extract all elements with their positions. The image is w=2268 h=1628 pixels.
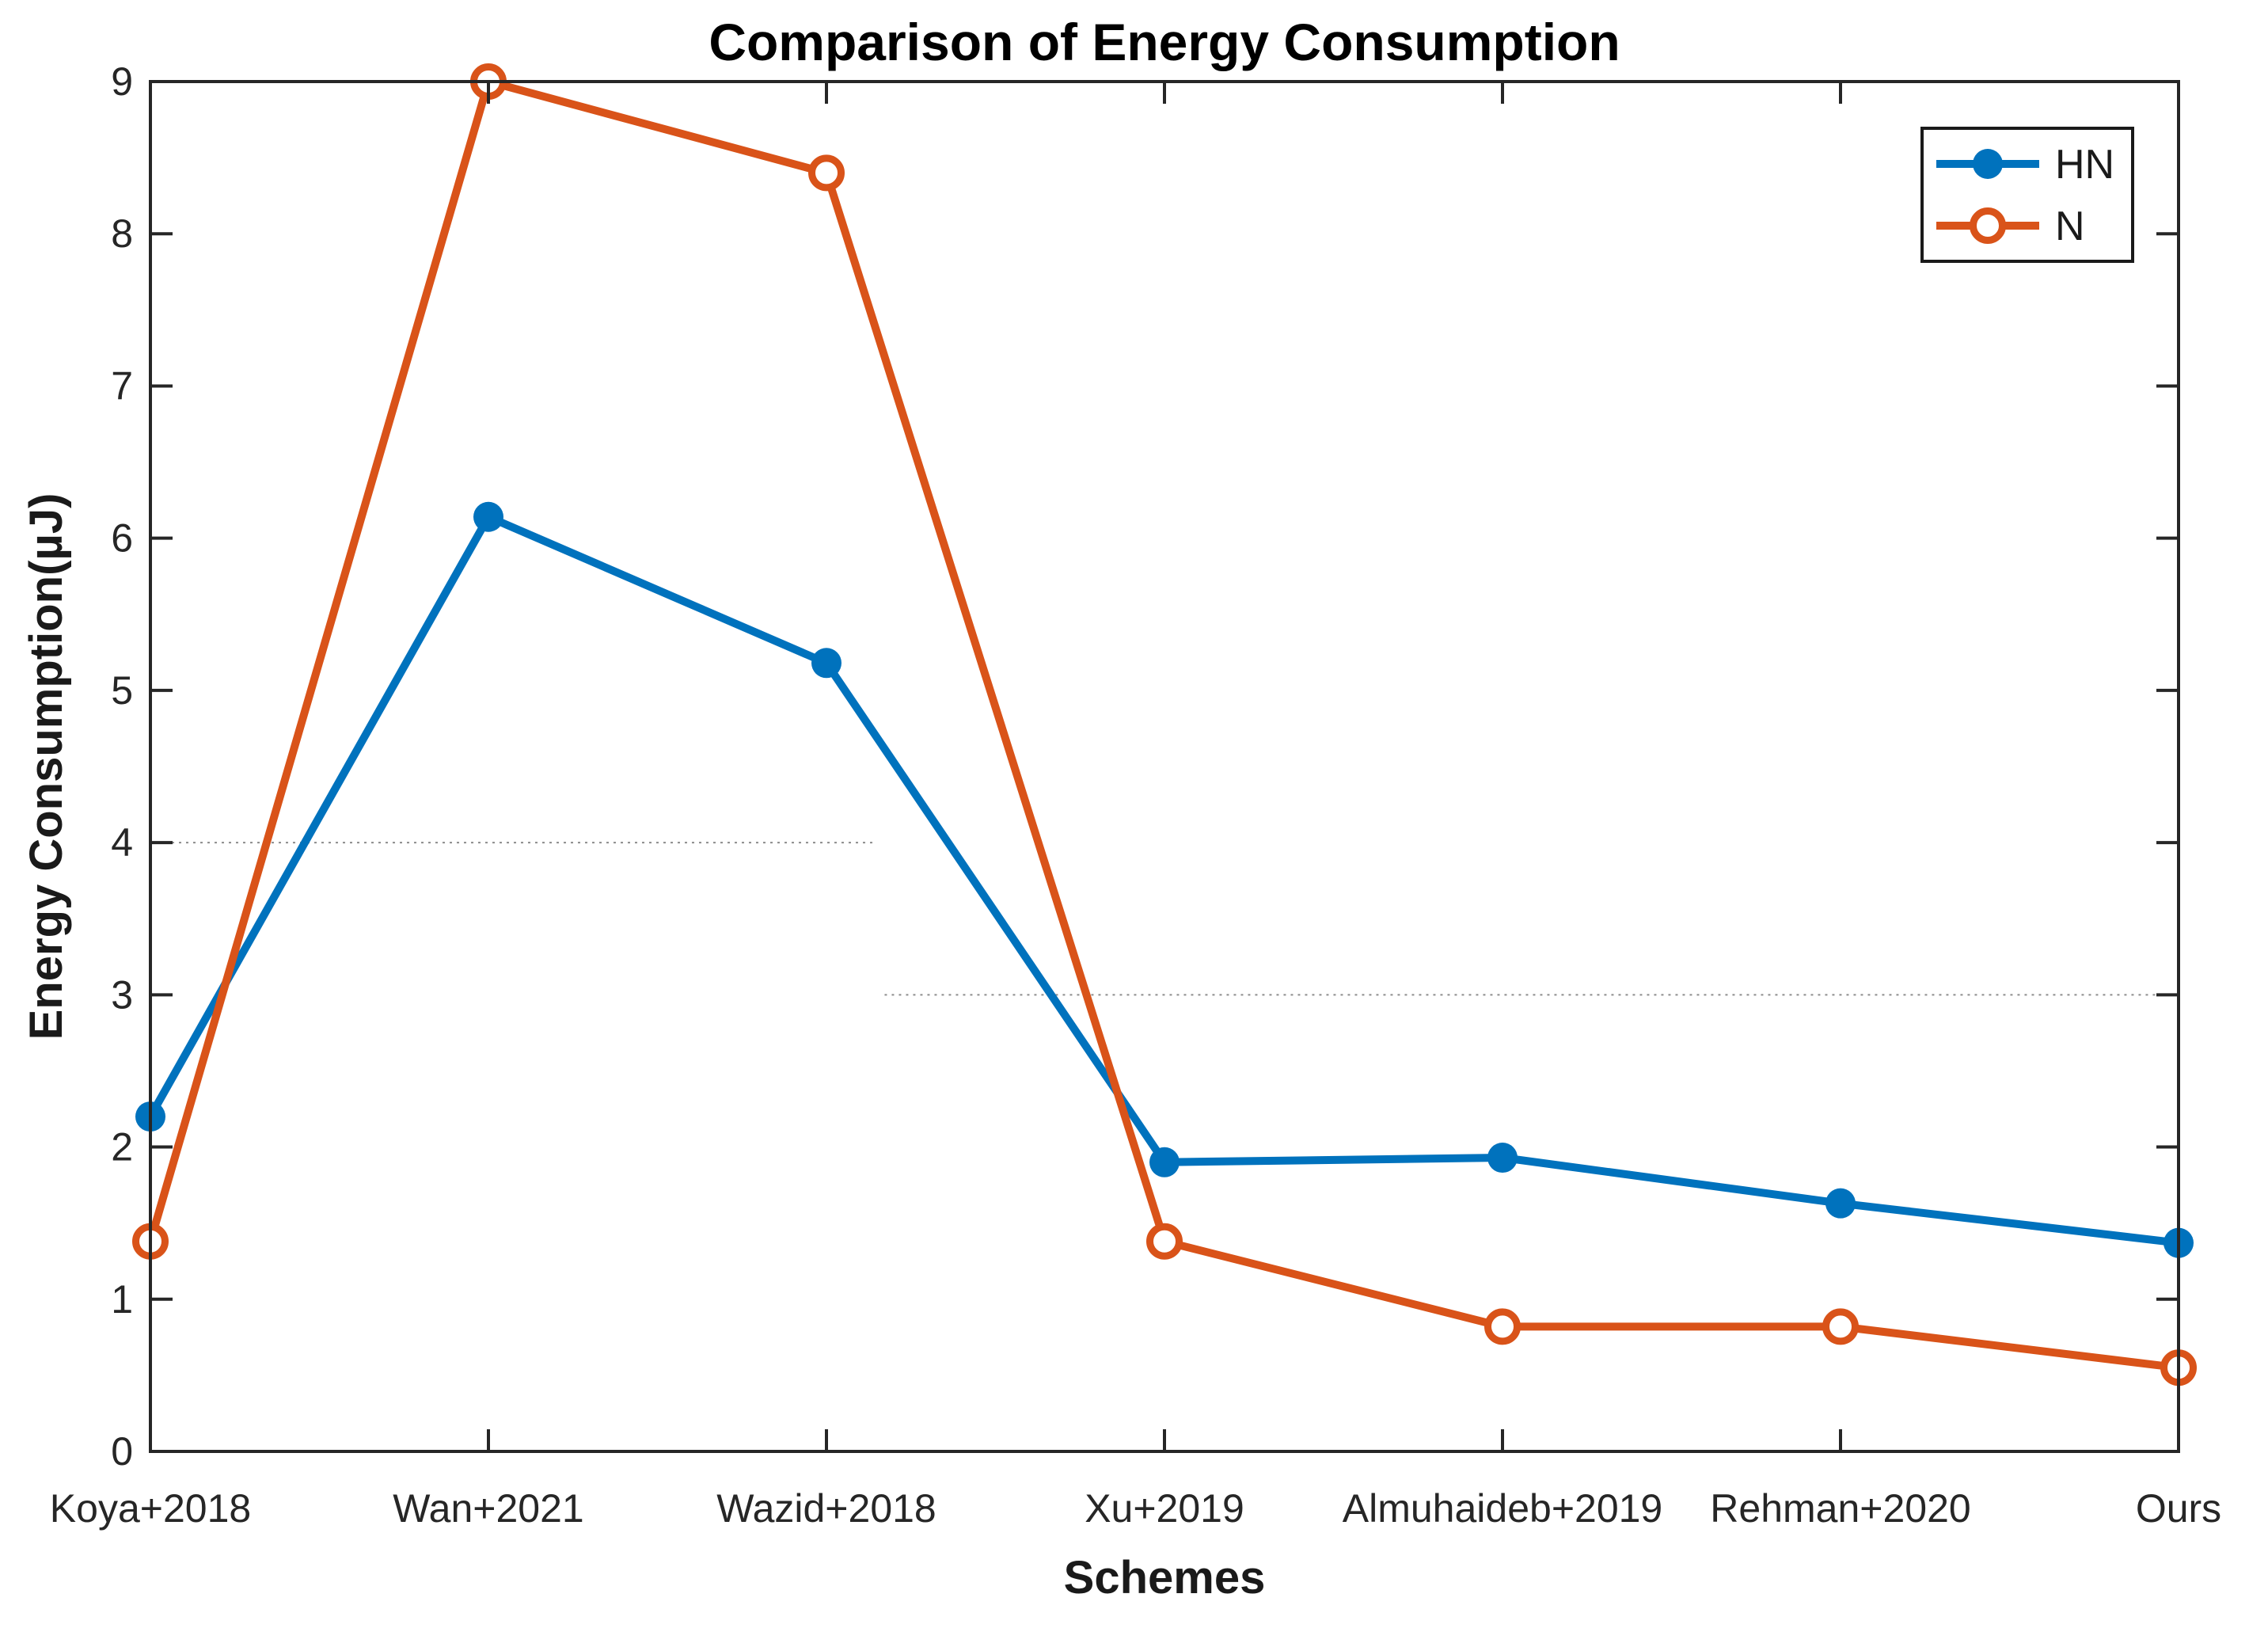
data-point-n-3 [1146, 1223, 1183, 1260]
x-tick-label-2: Wazid+2018 [716, 1486, 936, 1531]
series-lines [132, 63, 2197, 1386]
data-point-hn-5 [1825, 1188, 1856, 1219]
tick-labels: 0 1 2 3 4 5 6 7 8 9 Koya+2018 Wan+2021 Wazid+2018 Xu+… [50, 59, 2221, 1531]
y-tick-label-2: 2 [111, 1125, 133, 1170]
axes [149, 80, 2180, 1453]
chart-title: Comparison of Energy Consumption [709, 13, 1620, 71]
x-tick-label-4: Almuhaideb+2019 [1343, 1486, 1663, 1531]
y-tick-label-3: 3 [111, 972, 133, 1017]
legend-samples [1936, 149, 2039, 244]
y-axis-label: Energy Consumption(µJ) [21, 493, 72, 1040]
legend-label-n: N [2055, 204, 2085, 249]
data-point-hn-2 [811, 648, 841, 679]
legend: HN N [1920, 127, 2134, 263]
data-point-n-4 [1484, 1308, 1521, 1345]
y-tick-label-7: 7 [111, 363, 133, 408]
x-tick-label-6: Ours [2136, 1486, 2221, 1531]
series-line-hn [146, 512, 2179, 1247]
x-axis-label: Schemes [1064, 1552, 1266, 1603]
y-tick-label-6: 6 [111, 516, 133, 561]
data-point-hn-1 [473, 501, 503, 532]
x-tick-label-5: Rehman+2020 [1710, 1486, 1970, 1531]
y-tick-label-5: 5 [111, 668, 133, 713]
data-point-hn-4 [1487, 1143, 1518, 1173]
legend-label-hn: HN [2055, 142, 2114, 188]
legend-marker-n [1970, 207, 2006, 244]
y-tick-label-4: 4 [111, 820, 133, 865]
y-tick-label-0: 0 [111, 1429, 133, 1474]
y-tick-label-1: 1 [111, 1277, 133, 1322]
legend-border [1920, 127, 2134, 263]
data-point-hn-3 [1149, 1147, 1180, 1177]
legend-marker-hn [1973, 149, 2003, 179]
x-tick-label-1: Wan+2021 [393, 1486, 583, 1531]
y-tick-label-9: 9 [111, 59, 133, 104]
x-tick-label-3: Xu+2019 [1085, 1486, 1244, 1531]
x-tick-label-0: Koya+2018 [50, 1486, 251, 1531]
gridlines [150, 842, 2179, 996]
y-tick-label-8: 8 [111, 211, 133, 256]
data-point-n-5 [1822, 1308, 1859, 1345]
data-point-n-2 [808, 154, 845, 192]
